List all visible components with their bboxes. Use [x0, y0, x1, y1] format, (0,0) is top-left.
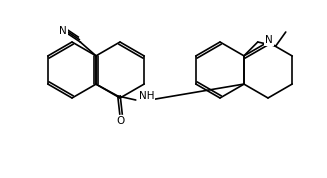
Text: O: O [117, 116, 125, 126]
Text: NH: NH [139, 91, 154, 101]
Text: N: N [265, 35, 273, 45]
Text: N: N [60, 26, 67, 36]
